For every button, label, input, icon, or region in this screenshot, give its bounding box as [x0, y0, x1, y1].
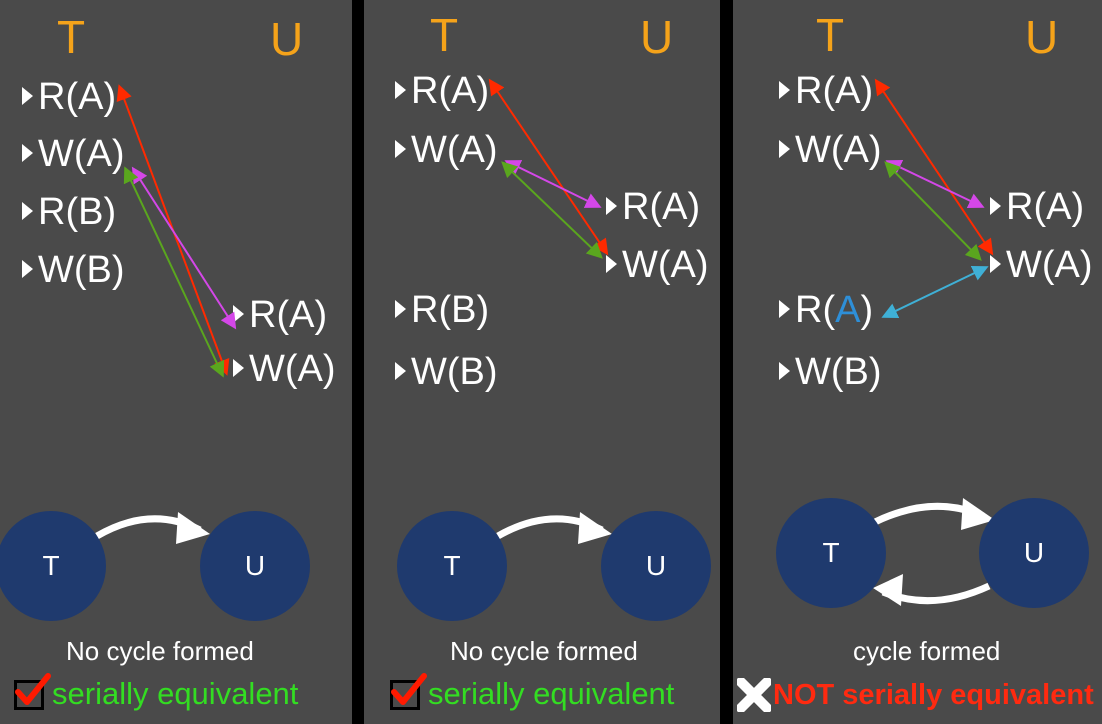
transaction-t-header: T — [57, 11, 86, 63]
t-op-1: R(A) — [22, 78, 116, 116]
u-op-2: W(A) — [233, 350, 336, 388]
bullet-icon — [990, 254, 1001, 273]
graph-edge-arrowhead — [578, 512, 612, 544]
checkbox-check-icon — [388, 673, 427, 712]
conflict-arrow-green — [884, 161, 982, 261]
verdict: serially equivalent — [12, 673, 298, 712]
graph-node-t: T — [776, 498, 886, 608]
t-op-1: R(A) — [779, 72, 873, 110]
bullet-icon — [22, 201, 33, 220]
t-op-3: R(A) — [779, 291, 873, 329]
verdict: serially equivalent — [388, 673, 674, 712]
schedule-panel-3: T U R(A) W(A) R(A) W(B) R(A) W(A) T U cy… — [733, 0, 1102, 724]
conflict-arrow-green — [501, 161, 603, 259]
graph-node-t: T — [0, 511, 106, 621]
cycle-caption: No cycle formed — [66, 636, 254, 666]
graph-node-t: T — [397, 511, 507, 621]
t-op-1: R(A) — [395, 72, 489, 110]
verdict: NOT serially equivalent — [736, 677, 1094, 713]
transaction-t-header: T — [430, 9, 459, 61]
conflict-arrow-magenta — [504, 160, 602, 208]
bullet-icon — [22, 86, 33, 105]
bullet-icon — [395, 299, 406, 318]
graph-node-u: U — [979, 498, 1089, 608]
bullet-icon — [779, 139, 790, 158]
cycle-caption: cycle formed — [853, 636, 1001, 666]
schedule-panel-2: T U R(A) W(A) R(B) W(B) R(A) W(A) T U No… — [364, 0, 720, 724]
transaction-u-header: U — [640, 11, 674, 63]
conflict-arrows — [873, 78, 995, 606]
t-op-3: R(B) — [22, 193, 116, 231]
bullet-icon — [395, 361, 406, 380]
t-op-4: W(B) — [779, 353, 882, 391]
bullet-icon — [779, 361, 790, 380]
conflict-arrows — [488, 78, 612, 544]
bullet-icon — [395, 80, 406, 99]
u-op-1: R(A) — [606, 188, 700, 226]
graph-edge-arrowhead — [873, 574, 903, 606]
graph-node-u: U — [601, 511, 711, 621]
graph-node-u: U — [200, 511, 310, 621]
x-mark-icon — [736, 677, 772, 713]
u-op-2: W(A) — [990, 246, 1093, 284]
conflict-arrow-blue — [881, 265, 989, 319]
bullet-icon — [22, 143, 33, 162]
graph-edge-arrowhead — [176, 512, 210, 544]
conflict-arrows — [95, 84, 237, 544]
conflict-arrow-green — [123, 166, 225, 378]
conflict-arrow-red — [874, 78, 994, 256]
bullet-icon — [233, 358, 244, 377]
bullet-icon — [779, 80, 790, 99]
u-op-2: W(A) — [606, 246, 709, 284]
transaction-t-header: T — [816, 9, 845, 61]
t-op-3: R(B) — [395, 291, 489, 329]
bullet-icon — [606, 254, 617, 273]
bullet-icon — [990, 196, 1001, 215]
bullet-icon — [606, 196, 617, 215]
bullet-icon — [779, 299, 790, 318]
bullet-icon — [395, 139, 406, 158]
t-op-4: W(B) — [395, 353, 498, 391]
transaction-u-header: U — [270, 13, 304, 65]
u-op-1: R(A) — [233, 296, 327, 334]
u-op-1: R(A) — [990, 188, 1084, 226]
graph-edge-arrowhead — [961, 498, 995, 530]
schedule-panel-1: T U R(A) W(A) R(B) W(B) R(A) W(A) T U No… — [0, 0, 352, 724]
bullet-icon — [22, 259, 33, 278]
conflict-arrow-magenta — [131, 166, 237, 330]
transaction-u-header: U — [1025, 11, 1059, 63]
bullet-icon — [233, 304, 244, 323]
cycle-caption: No cycle formed — [450, 636, 638, 666]
checkbox-check-icon — [12, 673, 51, 712]
